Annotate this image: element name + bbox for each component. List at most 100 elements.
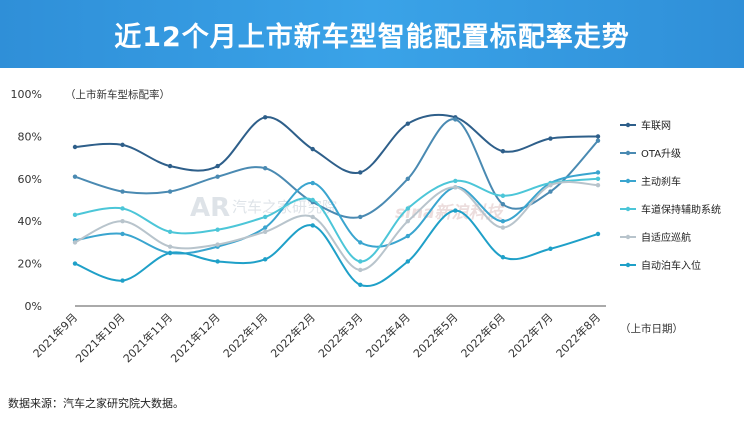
data-point-5 bbox=[120, 219, 125, 224]
data-source-note: 数据来源：汽车之家研究院大数据。 bbox=[8, 397, 184, 410]
data-point-4 bbox=[167, 229, 173, 234]
data-point-2 bbox=[120, 189, 125, 194]
data-point-5 bbox=[500, 225, 506, 230]
x-tick-label: 2021年11月 bbox=[120, 310, 175, 365]
data-point-5 bbox=[453, 185, 458, 190]
data-point-3 bbox=[595, 170, 601, 175]
data-point-5 bbox=[72, 240, 78, 245]
data-point-5 bbox=[405, 219, 411, 224]
x-tick-label: 2022年5月 bbox=[410, 310, 460, 360]
x-tick-label: 2021年12月 bbox=[168, 310, 223, 365]
data-point-3 bbox=[262, 225, 268, 230]
data-point-6 bbox=[167, 250, 173, 256]
legend-marker bbox=[625, 150, 631, 156]
data-point-6 bbox=[405, 259, 411, 264]
y-tick-label: 40% bbox=[18, 215, 42, 228]
data-point-5 bbox=[595, 182, 601, 188]
data-point-6 bbox=[500, 255, 506, 260]
y-tick-label: 100% bbox=[11, 88, 42, 101]
data-point-1 bbox=[358, 170, 363, 175]
x-tick-label: 2021年9月 bbox=[30, 310, 80, 360]
data-point-5 bbox=[548, 182, 553, 188]
data-point-2 bbox=[72, 174, 78, 179]
data-point-2 bbox=[358, 214, 363, 220]
data-point-2 bbox=[167, 189, 173, 194]
data-point-4 bbox=[500, 193, 506, 198]
series-line-5 bbox=[74, 181, 599, 271]
legend-label: 车联网 bbox=[641, 119, 671, 132]
data-point-1 bbox=[120, 142, 125, 148]
series-line-4 bbox=[74, 177, 599, 263]
data-point-6 bbox=[595, 231, 601, 237]
data-point-5 bbox=[310, 214, 315, 220]
legend-marker bbox=[625, 122, 631, 128]
legend-marker bbox=[625, 262, 631, 268]
data-point-1 bbox=[215, 163, 220, 169]
data-point-1 bbox=[310, 146, 315, 152]
x-tick-label: 2022年4月 bbox=[363, 310, 413, 360]
legend-marker bbox=[625, 178, 631, 184]
data-point-2 bbox=[262, 166, 268, 171]
data-point-4 bbox=[310, 197, 315, 203]
y-tick-label: 0% bbox=[25, 300, 42, 313]
data-point-1 bbox=[72, 144, 78, 150]
data-point-1 bbox=[405, 121, 411, 126]
legend-label: 自动泊车入位 bbox=[641, 259, 701, 272]
data-point-2 bbox=[548, 189, 553, 194]
legend-label: 车道保持辅助系统 bbox=[641, 203, 721, 216]
data-point-3 bbox=[310, 180, 315, 186]
x-tick-label: 2022年3月 bbox=[315, 310, 365, 360]
data-point-6 bbox=[453, 208, 458, 213]
data-point-4 bbox=[453, 178, 458, 184]
x-tick-label: 2022年6月 bbox=[458, 310, 508, 360]
x-tick-label: 2022年2月 bbox=[268, 310, 318, 360]
data-point-3 bbox=[500, 219, 506, 224]
data-point-4 bbox=[595, 176, 601, 181]
data-point-4 bbox=[262, 214, 268, 220]
x-axis-label: （上市日期） bbox=[620, 322, 683, 335]
data-point-4 bbox=[120, 206, 125, 211]
page-title: 近12个月上市新车型智能配置标配率走势 bbox=[114, 21, 630, 53]
data-point-5 bbox=[358, 267, 363, 273]
x-tick-label: 2022年1月 bbox=[220, 310, 270, 360]
x-tick-label: 2021年10月 bbox=[73, 310, 128, 365]
watermark-logo: AR bbox=[190, 193, 230, 223]
data-point-6 bbox=[215, 259, 220, 264]
y-tick-label: 60% bbox=[18, 173, 42, 186]
data-point-1 bbox=[262, 115, 268, 120]
data-point-2 bbox=[405, 176, 411, 181]
data-point-4 bbox=[358, 259, 363, 264]
data-point-5 bbox=[167, 244, 173, 249]
data-point-6 bbox=[548, 246, 553, 251]
data-point-6 bbox=[120, 278, 125, 283]
data-point-6 bbox=[72, 261, 78, 266]
data-point-2 bbox=[453, 117, 458, 122]
x-tick-label: 2022年7月 bbox=[505, 310, 555, 360]
data-point-6 bbox=[310, 223, 315, 228]
data-point-1 bbox=[595, 134, 601, 139]
data-point-6 bbox=[358, 282, 363, 287]
data-point-2 bbox=[215, 174, 220, 179]
y-tick-label: 80% bbox=[18, 130, 42, 143]
x-tick-label: 2022年8月 bbox=[553, 310, 603, 360]
legend-marker bbox=[625, 206, 631, 212]
legend-marker bbox=[625, 234, 631, 240]
data-point-2 bbox=[595, 138, 601, 143]
data-point-1 bbox=[548, 136, 553, 141]
title-banner: 近12个月上市新车型智能配置标配率走势 bbox=[0, 0, 744, 68]
data-point-4 bbox=[405, 206, 411, 211]
data-point-3 bbox=[405, 233, 411, 239]
y-axis-label: （上市新车型标配率） bbox=[65, 88, 170, 101]
series-line-1 bbox=[74, 113, 599, 175]
legend-label: 主动刹车 bbox=[641, 175, 681, 188]
data-point-3 bbox=[120, 231, 125, 237]
y-tick-label: 20% bbox=[18, 258, 42, 271]
data-point-1 bbox=[167, 163, 173, 169]
data-point-4 bbox=[215, 227, 220, 232]
data-point-2 bbox=[500, 202, 506, 207]
data-point-3 bbox=[358, 240, 363, 245]
legend-label: 自适应巡航 bbox=[641, 231, 691, 244]
data-point-5 bbox=[215, 242, 220, 247]
series-line-6 bbox=[74, 209, 599, 288]
